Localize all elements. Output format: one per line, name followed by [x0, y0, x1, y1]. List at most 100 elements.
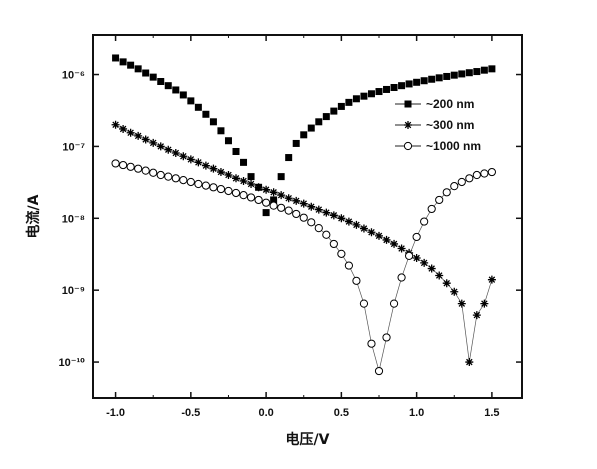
data-point — [435, 271, 444, 280]
legend-label: ~1000 nm — [426, 139, 481, 153]
data-point — [442, 279, 451, 288]
data-point — [345, 98, 353, 106]
data-point — [367, 90, 375, 98]
data-point — [375, 88, 383, 96]
data-point — [209, 183, 218, 192]
data-point — [112, 54, 120, 62]
data-point — [359, 299, 369, 308]
data-point — [201, 161, 210, 170]
data-point — [322, 230, 331, 239]
x-tick-label: 1.5 — [484, 407, 499, 419]
data-point — [224, 186, 233, 196]
data-point — [232, 174, 240, 183]
data-point — [149, 168, 158, 177]
data-point — [359, 224, 368, 233]
data-point — [164, 145, 173, 154]
data-point — [292, 209, 301, 219]
legend-marker — [403, 141, 413, 151]
data-point — [224, 171, 233, 180]
data-point — [216, 168, 225, 177]
data-point — [292, 196, 301, 205]
data-point — [450, 287, 459, 296]
data-point — [330, 107, 338, 115]
data-point — [487, 275, 496, 284]
data-point — [134, 164, 143, 173]
legend-marker — [404, 100, 412, 108]
data-point — [240, 158, 248, 166]
plot-border — [92, 34, 523, 399]
data-point — [382, 235, 391, 244]
data-point — [375, 231, 383, 240]
data-point — [472, 170, 481, 180]
data-point — [142, 69, 150, 77]
series-layer — [111, 54, 496, 376]
data-point — [134, 131, 143, 140]
x-tick-label: 0.5 — [334, 407, 349, 419]
data-point — [246, 193, 256, 202]
data-point — [443, 72, 451, 80]
data-point — [224, 137, 232, 145]
data-point — [337, 102, 345, 110]
data-point — [299, 199, 308, 208]
data-point — [344, 261, 353, 270]
data-point — [277, 203, 286, 212]
data-point — [480, 66, 488, 74]
data-point — [134, 65, 142, 73]
data-point — [277, 173, 285, 181]
data-point — [209, 118, 217, 126]
data-point — [209, 164, 218, 173]
data-point — [367, 228, 376, 237]
data-point — [111, 120, 120, 129]
data-point — [307, 124, 315, 132]
x-tick-label: -0.5 — [181, 407, 200, 419]
x-tick-label: -1.0 — [106, 407, 125, 419]
data-point — [457, 177, 466, 187]
data-point — [126, 162, 135, 171]
data-point — [442, 188, 451, 197]
data-point — [472, 311, 481, 320]
data-point — [254, 195, 263, 205]
data-point — [435, 74, 443, 82]
data-point — [179, 152, 188, 161]
plot-frame — [92, 34, 523, 399]
data-point — [360, 92, 368, 100]
data-point — [171, 174, 180, 183]
data-point — [239, 191, 248, 200]
data-point — [488, 65, 496, 73]
data-point — [202, 110, 210, 118]
data-point — [194, 103, 202, 111]
data-point — [217, 127, 225, 135]
data-point — [389, 299, 399, 308]
data-point — [405, 251, 414, 260]
data-point — [232, 147, 240, 155]
data-point — [428, 75, 436, 83]
data-point — [269, 201, 278, 210]
data-point — [300, 131, 308, 139]
y-tick-label: 10⁻⁶ — [62, 70, 85, 82]
data-point — [450, 182, 459, 191]
data-point — [427, 204, 436, 214]
data-point — [322, 208, 331, 217]
data-point — [329, 239, 338, 249]
data-point — [382, 333, 391, 342]
data-point — [307, 218, 316, 227]
data-point — [390, 84, 398, 92]
data-point — [435, 195, 444, 205]
data-point — [480, 169, 489, 178]
data-point — [149, 73, 157, 81]
y-axis: 10⁻⁶ 10⁻⁷ 10⁻⁸ 10⁻⁹ 10⁻¹⁰ — [58, 70, 522, 369]
data-point — [194, 179, 203, 189]
data-point — [201, 181, 210, 190]
data-point — [254, 183, 263, 192]
data-point — [141, 166, 150, 175]
data-point — [322, 113, 330, 121]
data-point — [247, 180, 256, 189]
data-point — [352, 95, 360, 103]
data-point — [262, 198, 271, 207]
data-point — [465, 69, 473, 77]
data-point — [465, 174, 474, 183]
x-tick-label: 0.0 — [258, 407, 273, 419]
x-axis-title: 电压/V — [286, 431, 330, 448]
